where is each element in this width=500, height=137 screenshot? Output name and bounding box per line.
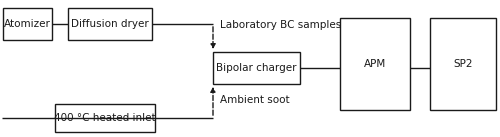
- Text: Ambient soot: Ambient soot: [220, 95, 290, 105]
- Text: Laboratory BC samples: Laboratory BC samples: [220, 20, 341, 30]
- Text: Atomizer: Atomizer: [4, 19, 51, 29]
- Bar: [68, 8, 152, 40]
- Text: Bipolar charger: Bipolar charger: [216, 63, 297, 73]
- Bar: [55, 104, 155, 132]
- Bar: [213, 52, 300, 84]
- Text: SP2: SP2: [453, 59, 473, 69]
- Bar: [430, 18, 496, 110]
- Bar: [340, 18, 410, 110]
- Text: APM: APM: [364, 59, 386, 69]
- Text: 400 °C heated inlet: 400 °C heated inlet: [54, 113, 156, 123]
- Text: Diffusion dryer: Diffusion dryer: [71, 19, 149, 29]
- Bar: [3, 8, 52, 40]
